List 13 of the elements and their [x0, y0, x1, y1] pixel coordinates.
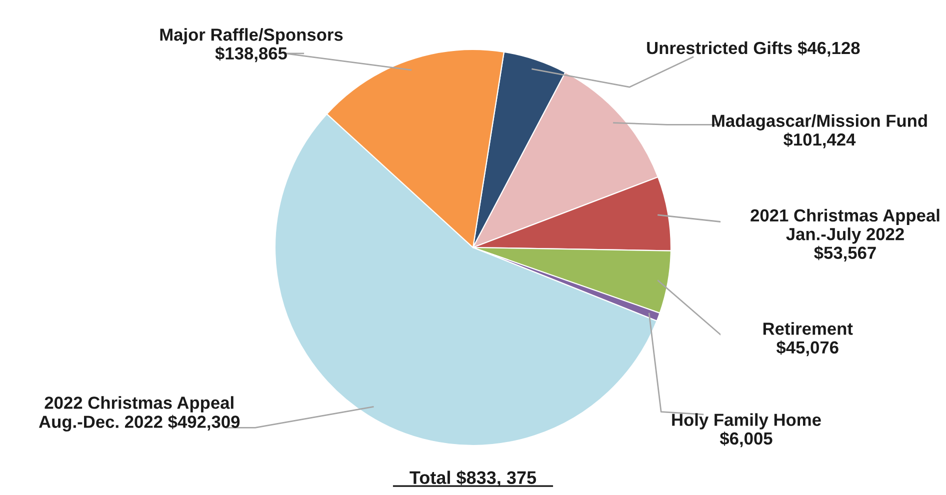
data-label: $138,865: [215, 46, 287, 62]
slice-label: Madagascar/Mission Fund: [712, 114, 927, 130]
data-label: $101,424: [784, 132, 856, 148]
slice-label: 2021 Christmas Appeal Jan.-July 2022: [750, 208, 940, 244]
data-label: $6,005: [720, 432, 772, 448]
slice-label: 2022 Christmas Appeal Aug.-Dec. 2022 $492,309: [38, 396, 240, 432]
data-label: $45,076: [776, 340, 838, 356]
slice-label: Holy Family Home: [672, 413, 821, 430]
slice-label: Major Raffle/Sponsors: [160, 28, 343, 44]
data-label: $53,567: [814, 246, 876, 262]
slice-label: Unrestricted Gifts $46,128: [647, 41, 860, 57]
slice-label: Retirement: [763, 322, 853, 335]
text: Total $833, 375: [410, 470, 536, 487]
